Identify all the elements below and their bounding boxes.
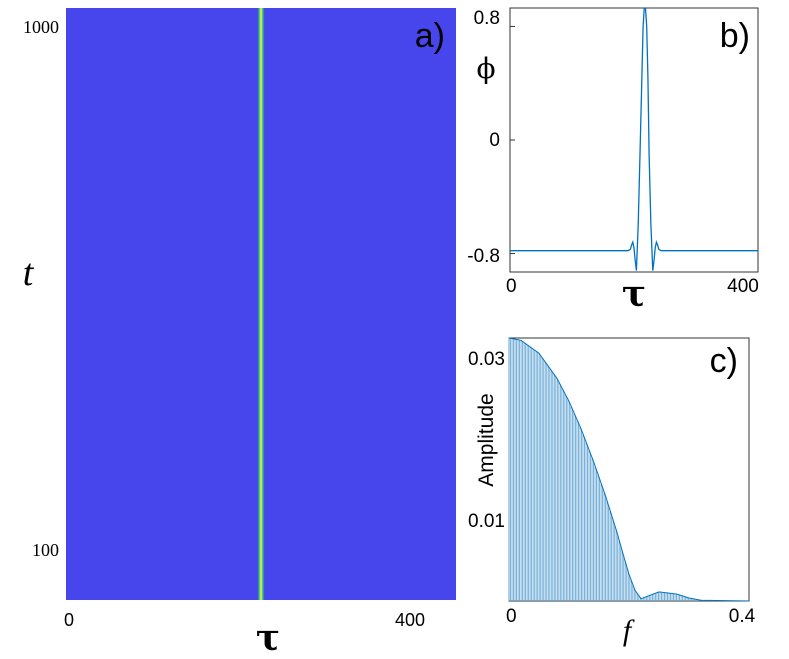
c-y-axis-label: Amplitude (475, 393, 498, 486)
b-x-axis-label: τ (622, 273, 646, 315)
panel-c: c) 0.03 0.01 Amplitude 0 0.4 f (468, 337, 756, 647)
c-spectrum-envelope (508, 337, 750, 602)
c-ytick-bottom: 0.01 (468, 511, 505, 532)
a-x-axis-label: τ (256, 617, 280, 659)
c-xtick-left: 0 (506, 606, 517, 627)
a-xtick-right: 400 (395, 610, 425, 630)
b-ytick-top: 0.8 (474, 8, 500, 29)
c-spectrum-bars (508, 338, 748, 601)
heatmap-pulse-ridge (257, 8, 265, 600)
c-xtick-right: 0.4 (729, 606, 756, 627)
c-ytick-top: 0.03 (468, 349, 505, 370)
a-y-axis-label: t (23, 252, 35, 294)
b-y-axis-label: ϕ (476, 52, 495, 85)
a-ytick-top: 1000 (23, 17, 59, 37)
panel-a: a) 1000 100 t 0 400 τ (23, 8, 456, 659)
c-x-axis-label: f (623, 614, 635, 647)
panel-c-label: c) (710, 342, 738, 380)
b-xtick-left: 0 (506, 276, 517, 297)
panel-b-label: b) (720, 17, 750, 55)
a-ytick-bottom: 100 (32, 540, 59, 560)
panel-a-label: a) (415, 17, 445, 55)
b-ytick-mid: 0 (489, 130, 500, 151)
a-xtick-left: 0 (64, 610, 74, 630)
b-ytick-bottom: -0.8 (467, 246, 500, 267)
b-xtick-right: 400 (727, 276, 759, 297)
b-plot-frame (509, 7, 759, 273)
panel-b: b) 0.8 0 -0.8 ϕ 0 400 τ (467, 7, 759, 315)
b-series-line (510, 7, 758, 271)
b-axis-ticks (510, 25, 515, 255)
c-plot-frame (508, 337, 750, 602)
